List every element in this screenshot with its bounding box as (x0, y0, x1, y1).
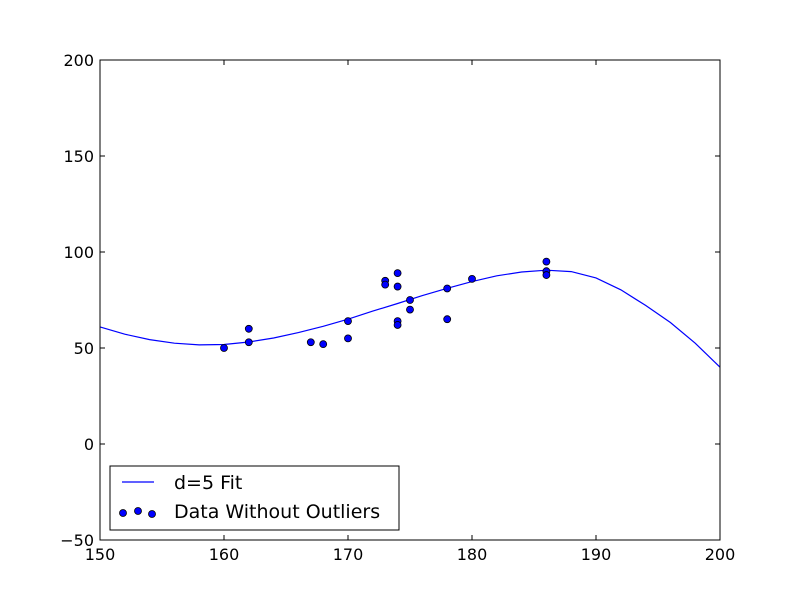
data-point (443, 284, 452, 293)
x-tick-label: 200 (705, 545, 736, 564)
legend-marker-group (119, 507, 156, 518)
x-tick-label: 180 (457, 545, 488, 564)
data-point (344, 334, 352, 343)
data-point (393, 269, 402, 278)
x-tick-label: 160 (209, 545, 240, 564)
data-point (393, 282, 402, 291)
legend-label-data: Data Without Outliers (174, 501, 380, 523)
data-point (344, 317, 352, 326)
data-point (381, 280, 390, 289)
plot-frame (99, 59, 721, 541)
y-tick-label: 200 (63, 51, 94, 70)
data-point (393, 321, 402, 329)
data-point (406, 305, 414, 314)
y-tick-label: 150 (63, 147, 94, 166)
legend-box (109, 465, 400, 531)
legend-marker (148, 510, 156, 518)
x-tick-label: 150 (85, 545, 116, 564)
y-tick-label: 50 (74, 339, 94, 358)
y-tick-label: −50 (60, 531, 94, 550)
data-point (468, 274, 476, 283)
tick-layer: 150 160 170 180 190 200 −50 0 50 100 150 200 (60, 51, 735, 564)
data-point (542, 257, 551, 266)
data-point (244, 324, 253, 333)
data-point (220, 344, 228, 352)
legend: d=5 Fit Data Without Outliers (109, 465, 400, 531)
legend-label-fit: d=5 Fit (174, 472, 242, 494)
legend-marker (119, 509, 127, 517)
y-tick-label: 0 (84, 435, 94, 454)
series-layer (99, 257, 721, 368)
data-point (306, 338, 315, 347)
x-tick-label: 190 (581, 545, 612, 564)
y-tick-label: 100 (63, 243, 94, 262)
data-point (542, 271, 551, 279)
data-point (319, 340, 328, 349)
legend-marker (134, 507, 142, 515)
data-point (244, 338, 253, 347)
x-tick-label: 170 (333, 545, 364, 564)
data-point (443, 315, 452, 324)
data-point (406, 296, 414, 304)
